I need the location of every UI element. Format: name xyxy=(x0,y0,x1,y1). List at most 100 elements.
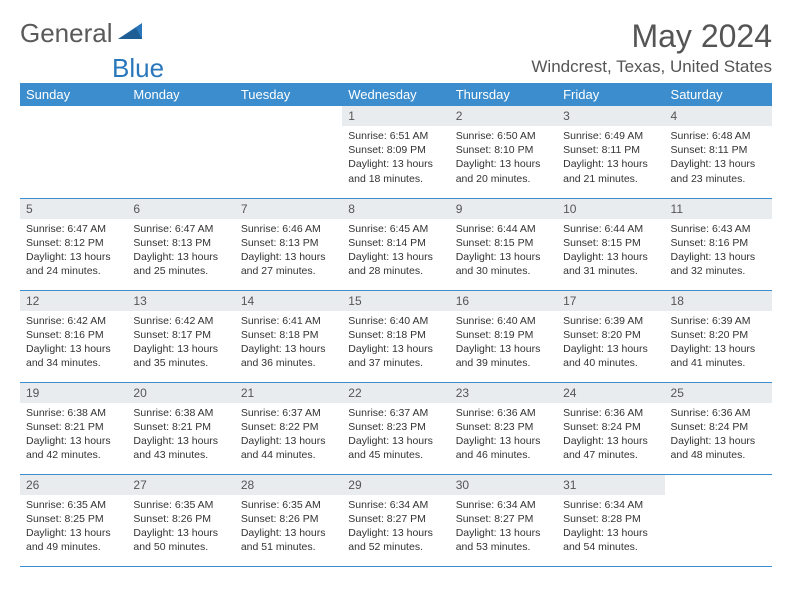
day-sunset: Sunset: 8:24 PM xyxy=(563,420,658,434)
calendar-cell: 22Sunrise: 6:37 AMSunset: 8:23 PMDayligh… xyxy=(342,382,449,474)
day-sunset: Sunset: 8:21 PM xyxy=(133,420,228,434)
calendar-cell: 28Sunrise: 6:35 AMSunset: 8:26 PMDayligh… xyxy=(235,474,342,566)
day-details: Sunrise: 6:46 AMSunset: 8:13 PMDaylight:… xyxy=(235,219,342,285)
day-number: 18 xyxy=(665,291,772,311)
day-details: Sunrise: 6:47 AMSunset: 8:12 PMDaylight:… xyxy=(20,219,127,285)
weekday-header: Wednesday xyxy=(342,83,449,106)
day-number: 16 xyxy=(450,291,557,311)
day-sunrise: Sunrise: 6:38 AM xyxy=(26,406,121,420)
weekday-header: Thursday xyxy=(450,83,557,106)
day-details: Sunrise: 6:34 AMSunset: 8:27 PMDaylight:… xyxy=(342,495,449,561)
day-sunrise: Sunrise: 6:42 AM xyxy=(133,314,228,328)
calendar-cell: 17Sunrise: 6:39 AMSunset: 8:20 PMDayligh… xyxy=(557,290,664,382)
calendar-week-row: 19Sunrise: 6:38 AMSunset: 8:21 PMDayligh… xyxy=(20,382,772,474)
day-details: Sunrise: 6:44 AMSunset: 8:15 PMDaylight:… xyxy=(557,219,664,285)
day-sunset: Sunset: 8:10 PM xyxy=(456,143,551,157)
day-details: Sunrise: 6:34 AMSunset: 8:27 PMDaylight:… xyxy=(450,495,557,561)
day-sunset: Sunset: 8:23 PM xyxy=(456,420,551,434)
day-sunrise: Sunrise: 6:50 AM xyxy=(456,129,551,143)
calendar-cell: 7Sunrise: 6:46 AMSunset: 8:13 PMDaylight… xyxy=(235,198,342,290)
calendar-cell: . xyxy=(20,106,127,198)
day-sunset: Sunset: 8:15 PM xyxy=(456,236,551,250)
day-sunset: Sunset: 8:18 PM xyxy=(348,328,443,342)
weekday-header: Friday xyxy=(557,83,664,106)
calendar-week-row: ...1Sunrise: 6:51 AMSunset: 8:09 PMDayli… xyxy=(20,106,772,198)
day-number: 1 xyxy=(342,106,449,126)
day-dl: Daylight: 13 hours and 18 minutes. xyxy=(348,157,443,185)
weekday-header: Tuesday xyxy=(235,83,342,106)
calendar-cell: 21Sunrise: 6:37 AMSunset: 8:22 PMDayligh… xyxy=(235,382,342,474)
day-sunset: Sunset: 8:13 PM xyxy=(133,236,228,250)
day-dl: Daylight: 13 hours and 35 minutes. xyxy=(133,342,228,370)
day-number: 13 xyxy=(127,291,234,311)
calendar-cell: 23Sunrise: 6:36 AMSunset: 8:23 PMDayligh… xyxy=(450,382,557,474)
weekday-header: Saturday xyxy=(665,83,772,106)
day-sunrise: Sunrise: 6:39 AM xyxy=(563,314,658,328)
day-number: 29 xyxy=(342,475,449,495)
day-sunset: Sunset: 8:23 PM xyxy=(348,420,443,434)
day-sunrise: Sunrise: 6:34 AM xyxy=(348,498,443,512)
brand-logo: General xyxy=(20,18,146,49)
day-details: Sunrise: 6:36 AMSunset: 8:24 PMDaylight:… xyxy=(557,403,664,469)
day-sunset: Sunset: 8:18 PM xyxy=(241,328,336,342)
calendar-cell: 30Sunrise: 6:34 AMSunset: 8:27 PMDayligh… xyxy=(450,474,557,566)
calendar-cell: 12Sunrise: 6:42 AMSunset: 8:16 PMDayligh… xyxy=(20,290,127,382)
day-sunset: Sunset: 8:26 PM xyxy=(133,512,228,526)
calendar-cell: 8Sunrise: 6:45 AMSunset: 8:14 PMDaylight… xyxy=(342,198,449,290)
day-details: Sunrise: 6:39 AMSunset: 8:20 PMDaylight:… xyxy=(557,311,664,377)
day-dl: Daylight: 13 hours and 42 minutes. xyxy=(26,434,121,462)
day-details: Sunrise: 6:44 AMSunset: 8:15 PMDaylight:… xyxy=(450,219,557,285)
calendar-week-row: 5Sunrise: 6:47 AMSunset: 8:12 PMDaylight… xyxy=(20,198,772,290)
day-sunset: Sunset: 8:17 PM xyxy=(133,328,228,342)
day-details: Sunrise: 6:42 AMSunset: 8:17 PMDaylight:… xyxy=(127,311,234,377)
day-details: Sunrise: 6:41 AMSunset: 8:18 PMDaylight:… xyxy=(235,311,342,377)
day-number: 12 xyxy=(20,291,127,311)
day-sunrise: Sunrise: 6:36 AM xyxy=(456,406,551,420)
day-dl: Daylight: 13 hours and 52 minutes. xyxy=(348,526,443,554)
day-sunset: Sunset: 8:27 PM xyxy=(456,512,551,526)
calendar-cell: 2Sunrise: 6:50 AMSunset: 8:10 PMDaylight… xyxy=(450,106,557,198)
day-dl: Daylight: 13 hours and 27 minutes. xyxy=(241,250,336,278)
day-sunrise: Sunrise: 6:36 AM xyxy=(671,406,766,420)
calendar-cell: 10Sunrise: 6:44 AMSunset: 8:15 PMDayligh… xyxy=(557,198,664,290)
day-sunrise: Sunrise: 6:35 AM xyxy=(26,498,121,512)
day-sunset: Sunset: 8:28 PM xyxy=(563,512,658,526)
day-details: Sunrise: 6:50 AMSunset: 8:10 PMDaylight:… xyxy=(450,126,557,192)
day-details: Sunrise: 6:45 AMSunset: 8:14 PMDaylight:… xyxy=(342,219,449,285)
location-label: Windcrest, Texas, United States xyxy=(531,57,772,77)
day-number: 22 xyxy=(342,383,449,403)
day-number: 11 xyxy=(665,199,772,219)
day-number: 30 xyxy=(450,475,557,495)
calendar-cell: . xyxy=(127,106,234,198)
day-details: Sunrise: 6:36 AMSunset: 8:24 PMDaylight:… xyxy=(665,403,772,469)
day-sunset: Sunset: 8:15 PM xyxy=(563,236,658,250)
calendar-cell: 25Sunrise: 6:36 AMSunset: 8:24 PMDayligh… xyxy=(665,382,772,474)
day-sunrise: Sunrise: 6:42 AM xyxy=(26,314,121,328)
day-sunrise: Sunrise: 6:51 AM xyxy=(348,129,443,143)
day-dl: Daylight: 13 hours and 28 minutes. xyxy=(348,250,443,278)
calendar-cell: 20Sunrise: 6:38 AMSunset: 8:21 PMDayligh… xyxy=(127,382,234,474)
day-sunset: Sunset: 8:25 PM xyxy=(26,512,121,526)
day-dl: Daylight: 13 hours and 21 minutes. xyxy=(563,157,658,185)
day-details: Sunrise: 6:47 AMSunset: 8:13 PMDaylight:… xyxy=(127,219,234,285)
day-sunrise: Sunrise: 6:35 AM xyxy=(133,498,228,512)
weekday-header: Monday xyxy=(127,83,234,106)
day-details: Sunrise: 6:48 AMSunset: 8:11 PMDaylight:… xyxy=(665,126,772,192)
day-sunrise: Sunrise: 6:34 AM xyxy=(563,498,658,512)
day-details: Sunrise: 6:49 AMSunset: 8:11 PMDaylight:… xyxy=(557,126,664,192)
day-dl: Daylight: 13 hours and 45 minutes. xyxy=(348,434,443,462)
day-sunrise: Sunrise: 6:41 AM xyxy=(241,314,336,328)
day-dl: Daylight: 13 hours and 30 minutes. xyxy=(456,250,551,278)
calendar-cell: 24Sunrise: 6:36 AMSunset: 8:24 PMDayligh… xyxy=(557,382,664,474)
day-dl: Daylight: 13 hours and 48 minutes. xyxy=(671,434,766,462)
day-number: 25 xyxy=(665,383,772,403)
day-dl: Daylight: 13 hours and 40 minutes. xyxy=(563,342,658,370)
day-details: Sunrise: 6:40 AMSunset: 8:19 PMDaylight:… xyxy=(450,311,557,377)
calendar-cell: 29Sunrise: 6:34 AMSunset: 8:27 PMDayligh… xyxy=(342,474,449,566)
day-sunset: Sunset: 8:24 PM xyxy=(671,420,766,434)
day-number: 8 xyxy=(342,199,449,219)
day-sunrise: Sunrise: 6:34 AM xyxy=(456,498,551,512)
day-details: Sunrise: 6:36 AMSunset: 8:23 PMDaylight:… xyxy=(450,403,557,469)
day-sunrise: Sunrise: 6:40 AM xyxy=(348,314,443,328)
day-dl: Daylight: 13 hours and 25 minutes. xyxy=(133,250,228,278)
